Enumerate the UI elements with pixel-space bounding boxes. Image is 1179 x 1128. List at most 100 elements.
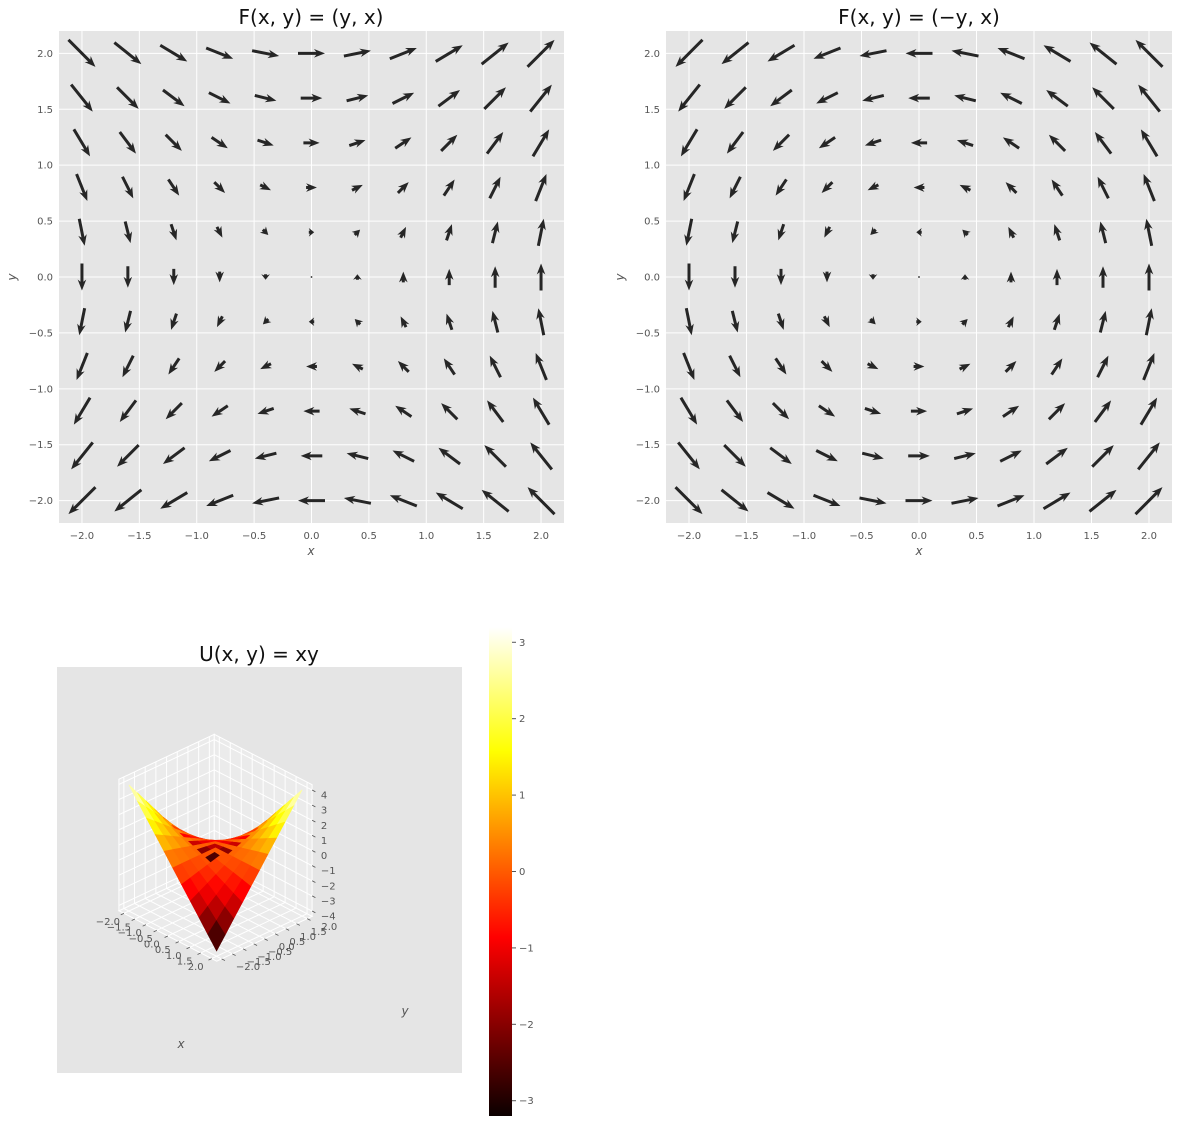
tick-mark (307, 918, 311, 921)
x-tick-label: 2.0 (1141, 531, 1157, 542)
arrow (1050, 358, 1063, 376)
arrow (1042, 492, 1071, 511)
y-tick-label: −2.0 (636, 496, 660, 507)
arrow (117, 444, 140, 467)
x-tick-label: −2.0 (70, 531, 94, 542)
y-tick-label: 2.0 (644, 49, 660, 60)
arrow (730, 221, 740, 244)
surface (128, 784, 303, 952)
arrow (916, 317, 922, 327)
3d-tick-labels: −2.0−1.5−1.0−0.50.00.51.01.52.0 −2.0−1.5−… (96, 789, 337, 973)
arrow (1004, 316, 1014, 329)
y-axis-label: y (400, 1004, 409, 1018)
arrow (123, 221, 133, 244)
x-tick-label: 0.5 (361, 531, 377, 542)
arrow (812, 493, 841, 507)
arrow (1137, 442, 1160, 471)
colorbar-ticks: −3 −2 −1 0 1 2 3 (512, 638, 534, 1107)
colorbar: −3 −2 −1 0 1 2 3 (489, 627, 534, 1116)
arrow (116, 86, 139, 109)
arrow (862, 93, 885, 103)
arrow (1052, 313, 1061, 331)
arrow (213, 181, 226, 193)
x-tick-label: −1.0 (185, 531, 209, 542)
arrow (208, 91, 231, 104)
arrow (346, 451, 369, 461)
arrow (162, 446, 186, 465)
arrow (72, 128, 91, 157)
arrow (730, 266, 740, 288)
arrow (772, 133, 791, 151)
arrow (1135, 39, 1164, 68)
arrow (343, 48, 371, 58)
arrow (675, 38, 704, 67)
grid-line (144, 897, 244, 950)
arrow (1004, 361, 1017, 373)
x-tick-label: 2.0 (188, 962, 204, 973)
tick-mark (311, 880, 316, 883)
arrow (119, 399, 138, 422)
tick-mark (253, 943, 258, 946)
arrow (776, 268, 786, 286)
arrow (1048, 134, 1067, 152)
arrow (216, 315, 226, 328)
arrow (260, 360, 272, 370)
arrow (1091, 445, 1114, 468)
x-tick-label: −0.5 (242, 531, 266, 542)
grid-line (214, 739, 313, 791)
arrow (346, 93, 369, 103)
arrow (1045, 447, 1068, 466)
arrow (303, 406, 320, 416)
arrow (114, 488, 143, 512)
tick-mark (186, 946, 190, 950)
arrow (214, 359, 227, 372)
y-tick-label: −1.5 (636, 440, 660, 451)
z-tick-label: −4 (321, 912, 336, 923)
arrow (1098, 310, 1108, 333)
tick-mark (311, 819, 316, 823)
arrow (721, 41, 750, 65)
arrow (1097, 176, 1110, 200)
tick-mark (274, 933, 279, 936)
arrow (864, 406, 882, 415)
arrow (728, 354, 741, 378)
tick-mark (221, 958, 226, 961)
arrow (905, 49, 933, 58)
arrow (298, 496, 325, 505)
arrow (535, 352, 548, 381)
arrow (254, 93, 277, 103)
arrow (956, 139, 974, 148)
arrow (306, 362, 317, 371)
tick-mark (311, 850, 316, 853)
arrow (210, 136, 228, 149)
y-tick-label: 1.0 (300, 932, 316, 943)
y-axis-label: y (5, 273, 19, 282)
y-tick-label: 1.5 (311, 927, 327, 938)
arrow (1140, 129, 1159, 158)
arrow (867, 181, 880, 191)
y-tick-label: −0.5 (268, 947, 292, 958)
arrow (766, 491, 795, 509)
y-tick-label: −1.0 (636, 384, 660, 395)
y-tick-label: −2.0 (29, 496, 53, 507)
quiver-panel-1: −2.0 −1.5 −1.0 −0.5 0.0 0.5 1.0 1.5 2.0 −2.0 −1.5… (5, 5, 564, 558)
arrow (769, 446, 792, 465)
arrow (395, 405, 413, 418)
arrow (683, 173, 696, 202)
arrow (1005, 182, 1018, 195)
chart-title: U(x, y) = xy (199, 642, 319, 666)
y-tick-label: 0.0 (37, 273, 53, 284)
arrow (725, 399, 744, 422)
arrow (77, 218, 87, 246)
y-tick-label: −2.0 (236, 962, 260, 973)
arrow (348, 139, 366, 148)
arrow (951, 48, 979, 58)
z-tick-label: −1 (321, 866, 336, 877)
arrow (868, 274, 878, 280)
arrow (910, 406, 928, 416)
arrow (75, 173, 88, 202)
arrow (306, 183, 317, 192)
arrow (866, 360, 879, 370)
arrow (677, 441, 700, 470)
y-tick-label: −0.5 (29, 328, 53, 339)
